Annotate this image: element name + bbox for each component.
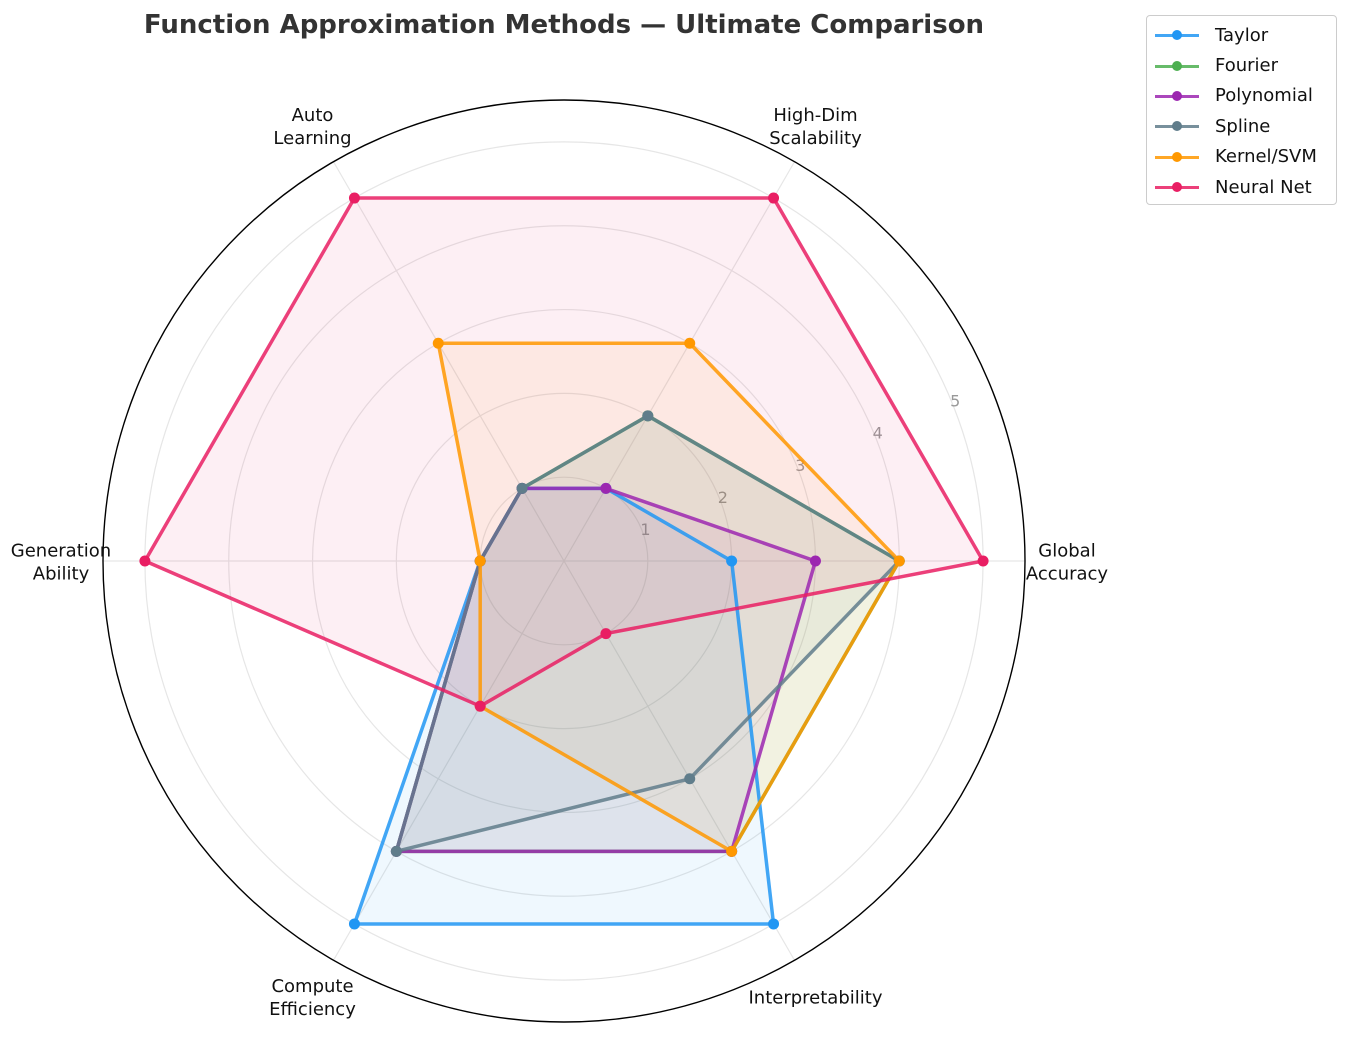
legend-item: Kernel/SVM [1147,142,1336,172]
data-point-Spline [684,773,696,785]
data-point-Kernel/SVM [684,337,696,349]
grid-spoke [563,161,796,562]
polar-frame [102,99,1026,1023]
legend-label: Polynomial [1215,85,1313,107]
legend-label: Spline [1215,115,1271,137]
axis-label: High-Dim Scalability [769,105,862,149]
series-fill-Neural Net [144,198,984,707]
legend-swatch [1155,90,1199,102]
data-point-Kernel/SVM [726,845,738,857]
data-point-Neural Net [768,192,780,204]
data-point-Taylor [726,555,738,567]
legend-label: Kernel/SVM [1215,146,1317,168]
radial-tick-label: 5 [950,392,960,411]
data-point-Neural Net [348,192,360,204]
axis-label: Generation Ability [11,541,111,585]
data-point-Spline [516,482,528,494]
legend-label: Taylor [1215,24,1269,46]
radial-tick-label: 2 [718,488,728,507]
data-point-Spline [642,410,654,422]
data-point-Neural Net [600,628,612,640]
axis-label: Compute Efficiency [269,976,356,1020]
legend: Taylor Fourier Polynomial Spline Kernel/SVM N… [1146,15,1337,205]
series-fill-Fourier [396,415,900,852]
grid-spoke [563,560,796,961]
series-fill-Spline [396,415,900,852]
legend-swatch [1155,29,1199,41]
axis-label: Interpretability [749,988,883,1009]
legend-swatch [1155,151,1199,163]
legend-swatch [1155,60,1199,72]
radial-tick-label: 3 [795,456,805,475]
legend-swatch [1155,181,1199,193]
data-point-Neural Net [474,700,486,712]
legend-item: Spline [1147,111,1336,141]
grid-spoke [332,560,565,961]
legend-label: Fourier [1215,55,1279,77]
legend-item: Taylor [1147,20,1336,50]
data-point-Polynomial [600,482,612,494]
data-point-Kernel/SVM [474,555,486,567]
data-point-Neural Net [977,555,989,567]
legend-item: Neural Net [1147,172,1336,202]
data-point-Taylor [348,918,360,930]
data-point-Spline [390,845,402,857]
legend-item: Polynomial [1147,81,1336,111]
grid-spoke [332,161,565,562]
radial-tick-label: 1 [640,520,650,539]
legend-label: Neural Net [1215,176,1312,198]
legend-swatch [1155,120,1199,132]
chart-title: Function Approximation Methods — Ultimat… [143,10,985,40]
data-point-Taylor [768,918,780,930]
series-fill-Polynomial [396,488,816,852]
axis-label: Auto Learning [273,105,351,149]
data-point-Kernel/SVM [893,555,905,567]
data-point-Neural Net [139,555,151,567]
data-point-Kernel/SVM [432,337,444,349]
radial-tick-label: 4 [873,424,883,443]
axis-label: Global Accuracy [1026,541,1109,585]
legend-item: Fourier [1147,50,1336,80]
data-point-Polynomial [809,555,821,567]
